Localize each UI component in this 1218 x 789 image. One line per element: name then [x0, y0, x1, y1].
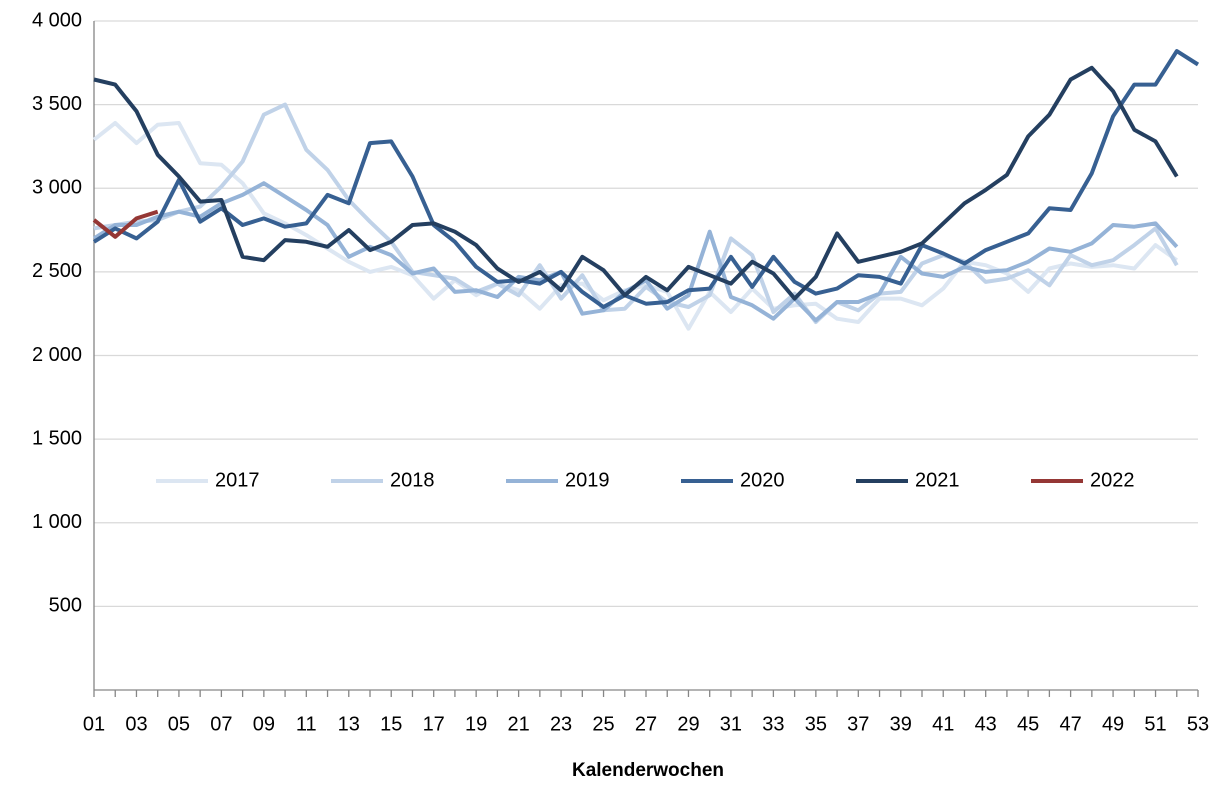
y-tick-label: 1 500 — [32, 427, 82, 449]
x-tick-label: 05 — [168, 713, 190, 735]
x-tick-label: 17 — [423, 713, 445, 735]
x-tick-label: 45 — [1017, 713, 1039, 735]
x-tick-label: 39 — [890, 713, 912, 735]
x-tick-label: 43 — [975, 713, 997, 735]
x-tick-label: 47 — [1059, 713, 1081, 735]
y-tick-label: 2 500 — [32, 260, 82, 282]
legend-label: 2022 — [1090, 469, 1135, 491]
x-axis-title: Kalenderwochen — [572, 760, 724, 781]
x-tick-label: 37 — [847, 713, 869, 735]
x-tick-label: 31 — [720, 713, 742, 735]
y-tick-label: 500 — [49, 595, 82, 617]
legend-label: 2021 — [915, 469, 960, 491]
x-tick-label: 29 — [677, 713, 699, 735]
x-tick-label: 25 — [592, 713, 614, 735]
x-tick-label: 09 — [253, 713, 275, 735]
y-tick-label: 2 000 — [32, 344, 82, 366]
x-tick-label: 35 — [805, 713, 827, 735]
x-tick-label: 07 — [210, 713, 232, 735]
x-tick-label: 27 — [635, 713, 657, 735]
legend-label: 2018 — [390, 469, 435, 491]
legend-label: 2019 — [565, 469, 610, 491]
series-line — [92, 209, 159, 239]
x-tick-label: 13 — [338, 713, 360, 735]
x-tick-label: 15 — [380, 713, 402, 735]
x-tick-label: 01 — [83, 713, 105, 735]
x-tick-label: 11 — [296, 713, 317, 735]
series-line — [93, 65, 1179, 301]
series-line — [92, 49, 1200, 309]
x-tick-label: 51 — [1144, 713, 1166, 735]
x-tick-label: 53 — [1187, 713, 1209, 735]
x-tick-label: 41 — [932, 713, 954, 735]
x-tick-label: 03 — [125, 713, 147, 735]
x-tick-label: 23 — [550, 713, 572, 735]
y-tick-label: 4 000 — [32, 9, 82, 31]
x-tick-label: 21 — [507, 713, 529, 735]
y-tick-label: 3 000 — [32, 177, 82, 199]
y-tick-label: 3 500 — [32, 93, 82, 115]
y-tick-label: 1 000 — [32, 511, 82, 533]
x-tick-label: 19 — [465, 713, 487, 735]
x-tick-label: 49 — [1102, 713, 1124, 735]
x-tick-label: 33 — [762, 713, 784, 735]
legend-label: 2017 — [215, 469, 260, 491]
legend-label: 2020 — [740, 469, 785, 491]
